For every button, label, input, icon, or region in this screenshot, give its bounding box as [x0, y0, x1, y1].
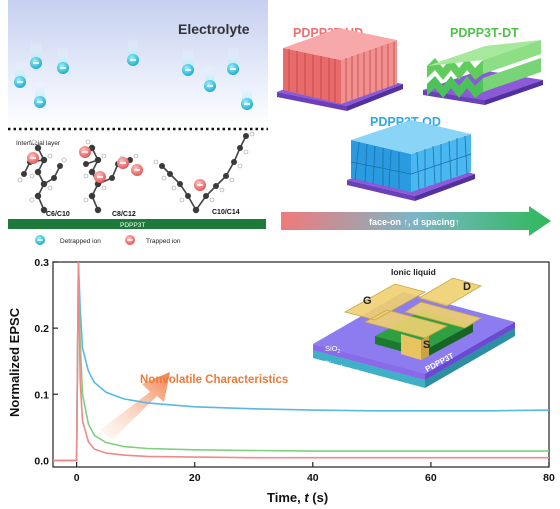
annotation-text: Nonvolatile Characteristics	[140, 374, 288, 386]
chain-label-2: C8/C12	[112, 211, 136, 218]
legend-trapped	[125, 235, 135, 245]
hd-film-block	[277, 28, 403, 111]
trapped-ions	[27, 146, 206, 191]
y-ticks: 0.0 0.1 0.2 0.3	[34, 257, 58, 467]
annotation-arrow	[100, 372, 170, 440]
legend-detrapped-label: Detrapped ion	[60, 238, 101, 245]
sio2-label: SiO2	[325, 344, 341, 355]
x-tick-label: 40	[307, 472, 319, 484]
chain-label-1: C6/C10	[46, 211, 70, 218]
y-tick-label: 0.0	[34, 455, 49, 467]
y-tick-label: 0.2	[34, 323, 49, 335]
y-axis-label: Normalized EPSC	[7, 307, 22, 417]
x-tick-label: 0	[74, 472, 80, 484]
ionic-liquid-label: Ionic liquid	[391, 267, 436, 277]
y-tick-label: 0.3	[34, 257, 49, 269]
plot-frame	[52, 261, 550, 468]
legend-detrapped	[35, 235, 45, 245]
y-tick-label: 0.1	[34, 389, 49, 401]
trend-arrow-label: face-on ↑, d spacing↑	[369, 217, 460, 227]
x-axis-label: Time, t (s)	[267, 490, 328, 505]
od-film-block	[347, 120, 475, 201]
source-label: S	[423, 339, 430, 351]
series-group	[53, 261, 550, 462]
pdpp3t-bar	[8, 219, 266, 229]
morphology-panel: PDPP3T-HD PDPP3T-DT PDPP3T-OD	[277, 26, 551, 236]
x-ticks: 0 20 40 60 80	[74, 462, 555, 484]
trend-arrow	[281, 206, 551, 236]
interface-schematic: Electrolyte Interfacial layer	[8, 0, 268, 245]
detrapped-ions	[14, 38, 253, 110]
legend-trapped-label: Trapped ion	[146, 238, 181, 245]
chain-label-3: C10/C14	[212, 209, 240, 216]
epsc-chart: 0.0 0.1 0.2 0.3 0 20 40 60 80 Normalized EPSC T…	[7, 257, 555, 505]
svg-text:Time, t (s): Time, t (s)	[267, 490, 328, 505]
drain-label: D	[463, 281, 471, 293]
x-tick-label: 60	[425, 472, 437, 484]
x-tick-label: 80	[543, 472, 555, 484]
device-inset: Ionic liquid G D S SiO2 Si substrate PDP…	[313, 267, 515, 388]
series-line-3	[53, 261, 549, 462]
pdpp3t-bar-label: PDPP3T	[120, 222, 145, 229]
dt-film-block	[423, 40, 543, 105]
interfacial-layer-label: Interfacial layer	[16, 140, 61, 147]
gate-label: G	[363, 295, 372, 307]
material-label-dt: PDPP3T-DT	[450, 26, 519, 40]
electrolyte-label: Electrolyte	[178, 21, 250, 37]
electrolyte-region	[8, 0, 268, 128]
x-tick-label: 20	[189, 472, 201, 484]
